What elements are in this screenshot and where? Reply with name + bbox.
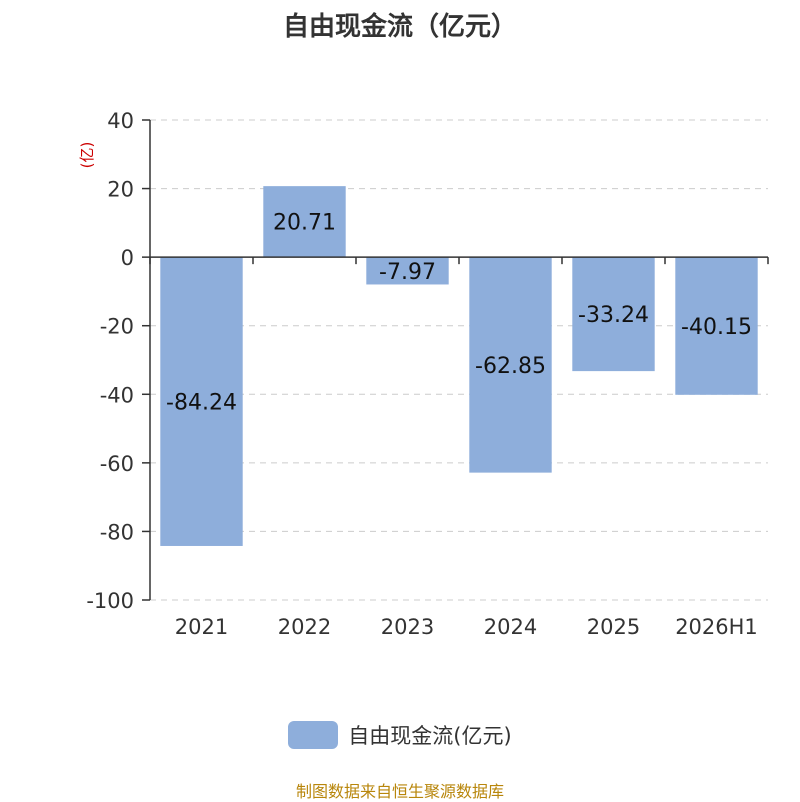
source-note: 制图数据来自恒生聚源数据库 — [295, 782, 504, 801]
bar — [160, 257, 243, 546]
bar — [469, 257, 552, 473]
y-tick-label: 40 — [107, 109, 134, 133]
y-tick-label: -60 — [100, 452, 134, 476]
x-tick-label: 2025 — [587, 615, 640, 639]
data-label: -62.85 — [475, 354, 546, 379]
data-label: -33.24 — [578, 303, 649, 328]
data-label: -84.24 — [166, 391, 237, 416]
chart-title: 自由现金流（亿元） — [282, 12, 517, 42]
y-tick-label: 20 — [107, 178, 134, 202]
bar — [366, 257, 449, 285]
y-tick-label: 0 — [121, 246, 134, 270]
y-tick-label: -100 — [86, 589, 134, 613]
x-tick-label: 2022 — [278, 615, 331, 639]
bar — [572, 257, 655, 372]
x-tick-label: 2021 — [175, 615, 228, 639]
bar — [675, 257, 758, 395]
y-tick-label: -20 — [100, 315, 134, 339]
legend-label: 自由现金流(亿元) — [348, 724, 512, 748]
data-label: -40.15 — [681, 315, 752, 340]
data-label: -7.97 — [379, 260, 436, 285]
y-axis-title: (亿) — [78, 142, 96, 169]
x-tick-label: 2026H1 — [675, 615, 758, 639]
legend-swatch — [288, 721, 339, 749]
x-tick-label: 2024 — [484, 615, 537, 639]
y-tick-label: -80 — [100, 520, 134, 544]
data-label: 20.71 — [273, 211, 336, 236]
y-tick-label: -40 — [100, 383, 134, 407]
bar-chart: 40 20 0 -20 -40 -60 -80 -100 (亿) -84.24 20.71 -7.97… — [78, 109, 769, 639]
legend: 自由现金流(亿元) — [0, 720, 800, 750]
x-tick-label: 2023 — [381, 615, 434, 639]
bar — [263, 186, 346, 258]
